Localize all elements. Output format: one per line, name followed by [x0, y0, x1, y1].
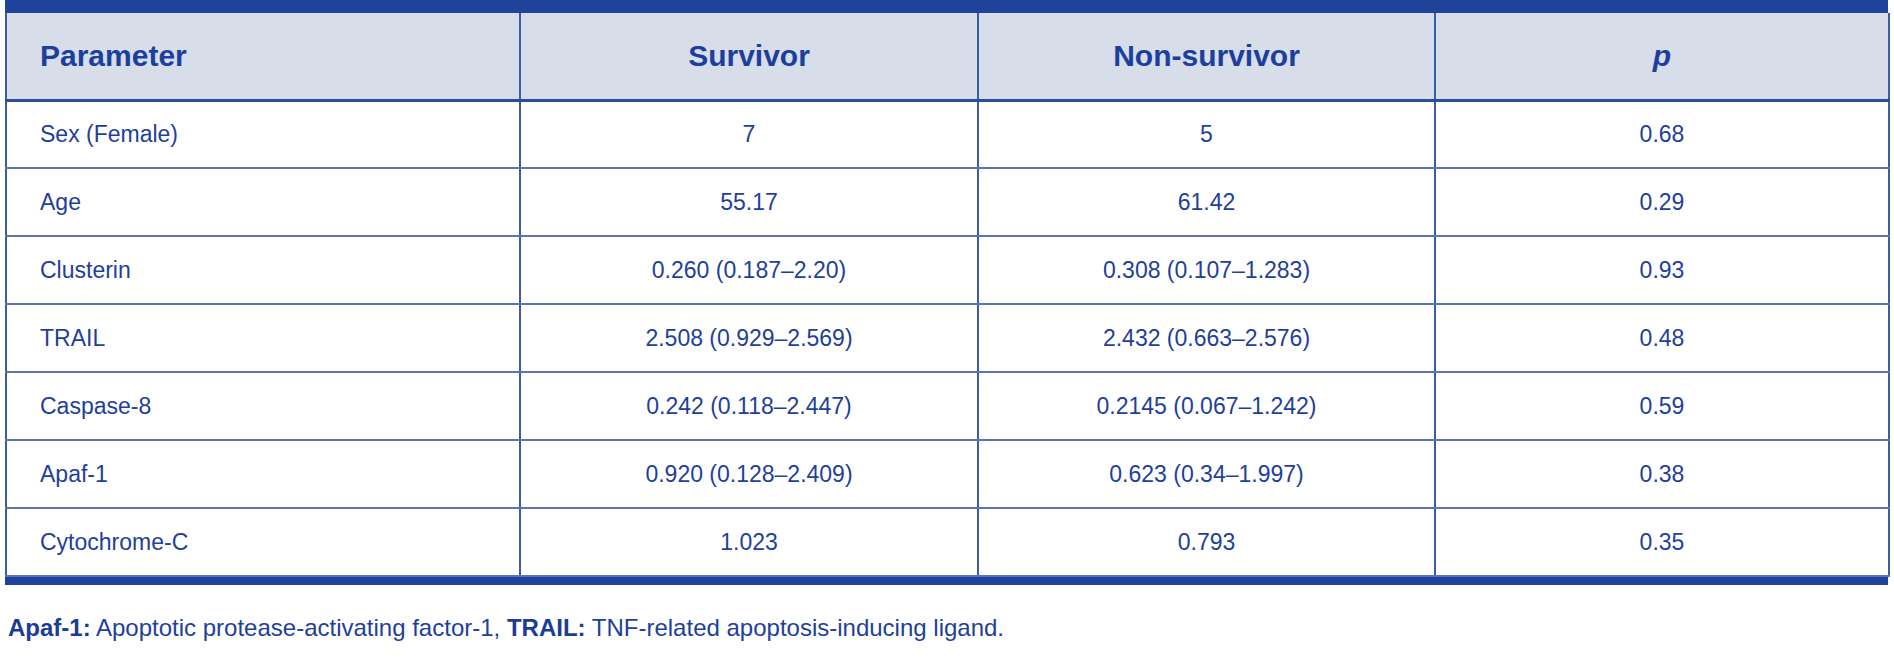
cell-survivor: 0.920 (0.128–2.409) — [520, 440, 978, 508]
table-footnote: Apaf-1: Apoptotic protease-activating fa… — [8, 614, 1004, 642]
column-header-non-survivor: Non-survivor — [978, 13, 1435, 100]
cell-parameter: TRAIL — [6, 304, 520, 372]
cell-non-survivor: 5 — [978, 100, 1435, 168]
cell-non-survivor: 0.623 (0.34–1.997) — [978, 440, 1435, 508]
table-header-row: Parameter Survivor Non-survivor p — [6, 13, 1889, 100]
table-row: TRAIL 2.508 (0.929–2.569) 2.432 (0.663–2… — [6, 304, 1889, 372]
statistics-table-container: Parameter Survivor Non-survivor p Sex (F… — [5, 0, 1888, 585]
cell-parameter: Age — [6, 168, 520, 236]
footnote-definition-apaf1: Apoptotic protease-activating factor-1, — [91, 614, 507, 641]
cell-p-value: 0.29 — [1435, 168, 1889, 236]
cell-non-survivor: 0.2145 (0.067–1.242) — [978, 372, 1435, 440]
cell-survivor: 7 — [520, 100, 978, 168]
table-row: Cytochrome-C 1.023 0.793 0.35 — [6, 508, 1889, 576]
cell-p-value: 0.48 — [1435, 304, 1889, 372]
column-header-p-value: p — [1435, 13, 1889, 100]
cell-parameter: Sex (Female) — [6, 100, 520, 168]
cell-non-survivor: 2.432 (0.663–2.576) — [978, 304, 1435, 372]
cell-parameter: Cytochrome-C — [6, 508, 520, 576]
cell-non-survivor: 0.793 — [978, 508, 1435, 576]
cell-survivor: 0.260 (0.187–2.20) — [520, 236, 978, 304]
cell-survivor: 1.023 — [520, 508, 978, 576]
cell-p-value: 0.35 — [1435, 508, 1889, 576]
table-row: Age 55.17 61.42 0.29 — [6, 168, 1889, 236]
cell-survivor: 2.508 (0.929–2.569) — [520, 304, 978, 372]
cell-parameter: Caspase-8 — [6, 372, 520, 440]
footnote-term-trail: TRAIL: — [507, 614, 586, 641]
table-top-border-bar — [5, 0, 1888, 13]
cell-survivor: 0.242 (0.118–2.447) — [520, 372, 978, 440]
table-row: Clusterin 0.260 (0.187–2.20) 0.308 (0.10… — [6, 236, 1889, 304]
footnote-definition-trail: TNF-related apoptosis-inducing ligand. — [586, 614, 1004, 641]
cell-p-value: 0.68 — [1435, 100, 1889, 168]
footnote-term-apaf1: Apaf-1: — [8, 614, 91, 641]
table-bottom-border-bar — [5, 577, 1888, 585]
table-row: Apaf-1 0.920 (0.128–2.409) 0.623 (0.34–1… — [6, 440, 1889, 508]
survivor-comparison-table: Parameter Survivor Non-survivor p Sex (F… — [5, 13, 1890, 577]
column-header-survivor: Survivor — [520, 13, 978, 100]
cell-p-value: 0.93 — [1435, 236, 1889, 304]
table-row: Caspase-8 0.242 (0.118–2.447) 0.2145 (0.… — [6, 372, 1889, 440]
cell-parameter: Apaf-1 — [6, 440, 520, 508]
cell-p-value: 0.38 — [1435, 440, 1889, 508]
cell-parameter: Clusterin — [6, 236, 520, 304]
cell-p-value: 0.59 — [1435, 372, 1889, 440]
cell-survivor: 55.17 — [520, 168, 978, 236]
column-header-parameter: Parameter — [6, 13, 520, 100]
table-row: Sex (Female) 7 5 0.68 — [6, 100, 1889, 168]
cell-non-survivor: 61.42 — [978, 168, 1435, 236]
cell-non-survivor: 0.308 (0.107–1.283) — [978, 236, 1435, 304]
